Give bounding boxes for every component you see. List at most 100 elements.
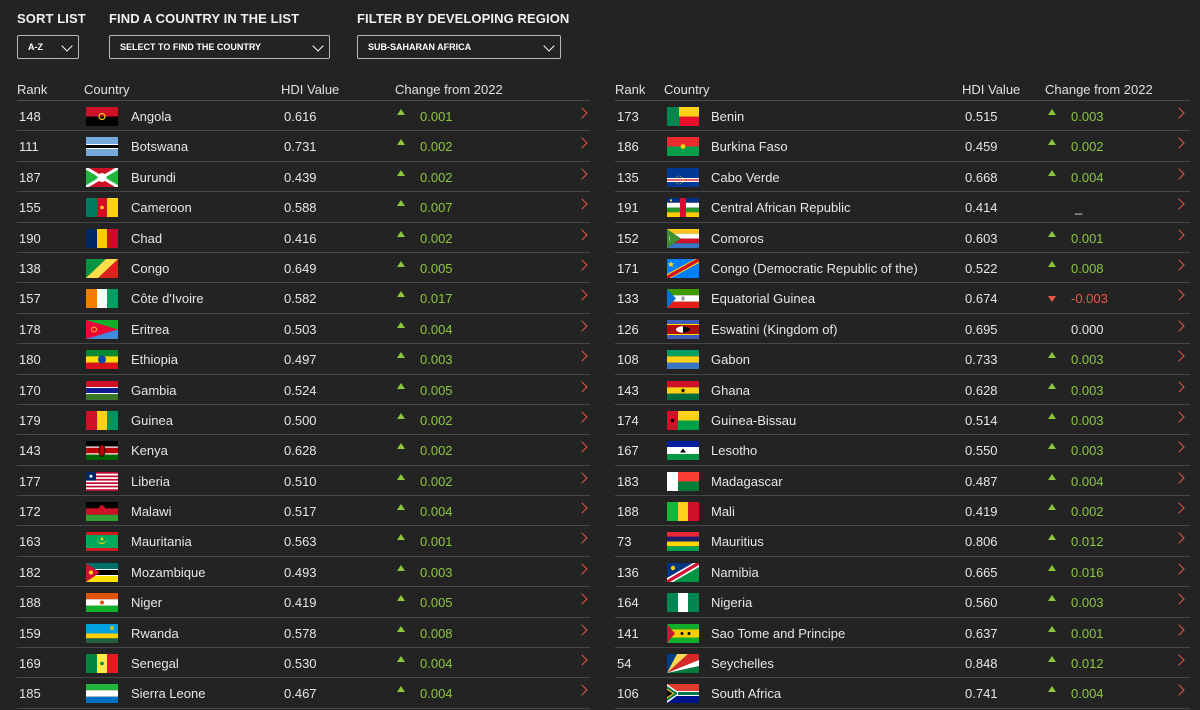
rank-cell: 163 <box>19 534 41 550</box>
table-row[interactable]: 180 Ethiopia 0.497 0.003 <box>17 344 590 375</box>
chevron-right-icon[interactable] <box>576 228 588 241</box>
flag-chad-icon <box>86 228 118 248</box>
hdi-cell: 0.582 <box>284 291 317 307</box>
table-row[interactable]: 174 Guinea-Bissau 0.514 0.003 <box>615 405 1190 436</box>
chevron-right-icon[interactable] <box>1173 259 1185 271</box>
table-row[interactable]: 152 Comoros 0.603 0.001 <box>615 223 1190 253</box>
triangle-up-icon <box>397 595 405 602</box>
table-row[interactable]: 182 Mozambique 0.493 0.003 <box>17 557 590 588</box>
country-cell: Sierra Leone <box>131 686 206 702</box>
chevron-right-icon[interactable] <box>576 684 588 697</box>
chevron-right-icon[interactable] <box>576 532 588 545</box>
table-row[interactable]: 143 Ghana 0.628 0.003 <box>615 375 1190 405</box>
chevron-right-icon[interactable] <box>1173 654 1185 666</box>
table-row[interactable]: 186 Burkina Faso 0.459 0.002 <box>615 131 1190 162</box>
chevron-right-icon[interactable] <box>1173 441 1185 453</box>
table-row[interactable]: 164 Nigeria 0.560 0.003 <box>615 587 1190 618</box>
hdi-cell: 0.510 <box>284 473 317 489</box>
table-row[interactable]: 136 Namibia 0.665 0.016 <box>615 557 1190 588</box>
table-row[interactable]: 108 Gabon 0.733 0.003 <box>615 344 1190 375</box>
chevron-right-icon[interactable] <box>576 380 588 393</box>
table-row[interactable]: 106 South Africa 0.741 0.004 <box>615 678 1190 709</box>
chevron-right-icon[interactable] <box>576 107 588 119</box>
flag-southafrica-icon <box>667 684 699 704</box>
table-row[interactable]: 177 Liberia 0.510 0.002 <box>17 466 590 497</box>
chevron-right-icon[interactable] <box>1173 380 1185 393</box>
change-cell: 0.002 <box>1071 139 1104 155</box>
hdi-cell: 0.419 <box>965 504 998 520</box>
chevron-right-icon[interactable] <box>1173 137 1185 150</box>
table-row[interactable]: 155 Cameroon 0.588 0.007 <box>17 192 590 223</box>
chevron-right-icon[interactable] <box>1173 107 1185 119</box>
chevron-right-icon[interactable] <box>1173 168 1185 180</box>
triangle-up-icon <box>1048 412 1056 419</box>
chevron-right-icon[interactable] <box>576 502 588 514</box>
triangle-up-icon <box>397 382 405 389</box>
table-row[interactable]: 179 Guinea 0.500 0.002 <box>17 405 590 436</box>
table-row[interactable]: 171 Congo (Democratic Republic of the) 0.5… <box>615 253 1190 284</box>
table-row[interactable]: 138 Congo 0.649 0.005 <box>17 253 590 284</box>
chevron-right-icon[interactable] <box>1173 320 1185 332</box>
chevron-right-icon[interactable] <box>576 654 588 666</box>
chevron-right-icon[interactable] <box>1173 289 1185 302</box>
chevron-right-icon[interactable] <box>576 259 588 271</box>
region-select[interactable]: SUB-SAHARAN AFRICA <box>357 35 561 59</box>
find-country-select[interactable]: SELECT TO FIND THE COUNTRY <box>109 35 330 59</box>
table-row[interactable]: 133 Equatorial Guinea 0.674 -0.003 <box>615 283 1190 314</box>
chevron-right-icon[interactable] <box>1173 563 1185 575</box>
sort-select[interactable]: A-Z <box>17 35 79 59</box>
chevron-right-icon[interactable] <box>576 168 588 180</box>
chevron-right-icon[interactable] <box>576 350 588 362</box>
hdi-cell: 0.628 <box>284 443 317 459</box>
chevron-right-icon[interactable] <box>576 472 588 484</box>
chevron-right-icon[interactable] <box>1173 532 1185 545</box>
hdi-cell: 0.515 <box>965 109 998 124</box>
change-cell: 0.004 <box>420 321 453 337</box>
table-row[interactable]: 187 Burundi 0.439 0.002 <box>17 162 590 193</box>
table-row[interactable]: 169 Senegal 0.530 0.004 <box>17 648 590 679</box>
chevron-right-icon[interactable] <box>1173 228 1185 241</box>
chevron-right-icon[interactable] <box>576 441 588 453</box>
table-row[interactable]: 163 Mauritania 0.563 0.001 <box>17 526 590 557</box>
table-row[interactable]: 159 Rwanda 0.578 0.008 <box>17 618 590 649</box>
chevron-right-icon[interactable] <box>1173 502 1185 514</box>
chevron-right-icon[interactable] <box>1173 472 1185 484</box>
chevron-right-icon[interactable] <box>1173 593 1185 605</box>
table-row[interactable]: 126 Eswatini (Kingdom of) 0.695 0.000 <box>615 314 1190 345</box>
table-row[interactable]: 54 Seychelles 0.848 0.012 <box>615 648 1190 679</box>
chevron-right-icon[interactable] <box>576 593 588 605</box>
change-header: Change from 2022 <box>395 82 503 97</box>
table-row[interactable]: 190 Chad 0.416 0.002 <box>17 223 590 253</box>
chevron-right-icon[interactable] <box>1173 684 1185 697</box>
table-row[interactable]: 141 Sao Tome and Principe 0.637 0.001 <box>615 618 1190 649</box>
triangle-up-icon <box>1048 169 1056 176</box>
table-row[interactable]: 170 Gambia 0.524 0.005 <box>17 375 590 405</box>
chevron-right-icon[interactable] <box>1173 623 1185 636</box>
chevron-right-icon[interactable] <box>576 411 588 423</box>
table-row[interactable]: 143 Kenya 0.628 0.002 <box>17 435 590 466</box>
chevron-right-icon[interactable] <box>576 137 588 150</box>
table-row[interactable]: 185 Sierra Leone 0.467 0.004 <box>17 678 590 709</box>
table-row[interactable]: 73 Mauritius 0.806 0.012 <box>615 526 1190 557</box>
table-row[interactable]: 167 Lesotho 0.550 0.003 <box>615 435 1190 466</box>
chevron-right-icon[interactable] <box>1173 411 1185 423</box>
chevron-right-icon[interactable] <box>1173 350 1185 362</box>
chevron-right-icon[interactable] <box>1173 198 1185 210</box>
table-row[interactable]: 173 Benin 0.515 0.003 <box>615 101 1190 132</box>
chevron-right-icon[interactable] <box>576 623 588 636</box>
chevron-right-icon[interactable] <box>576 198 588 210</box>
chevron-right-icon[interactable] <box>576 563 588 575</box>
chevron-right-icon[interactable] <box>576 289 588 302</box>
table-row[interactable]: 157 Côte d'Ivoire 0.582 0.017 <box>17 283 590 314</box>
table-row[interactable]: 172 Malawi 0.517 0.004 <box>17 496 590 527</box>
table-row[interactable]: 188 Niger 0.419 0.005 <box>17 587 590 618</box>
table-row[interactable]: 183 Madagascar 0.487 0.004 <box>615 466 1190 497</box>
table-row[interactable]: 178 Eritrea 0.503 0.004 <box>17 314 590 345</box>
chevron-right-icon[interactable] <box>576 320 588 332</box>
table-row[interactable]: 191 Central African Republic 0.414 _ <box>615 192 1190 223</box>
table-row[interactable]: 188 Mali 0.419 0.002 <box>615 496 1190 527</box>
table-row[interactable]: 135 Cabo Verde 0.668 0.004 <box>615 162 1190 193</box>
table-row[interactable]: 111 Botswana 0.731 0.002 <box>17 131 590 162</box>
table-row[interactable]: 148 Angola 0.616 0.001 <box>17 101 590 132</box>
table-body: 148 Angola 0.616 0.001 111 Botswana 0.731 0.002… <box>17 101 590 709</box>
